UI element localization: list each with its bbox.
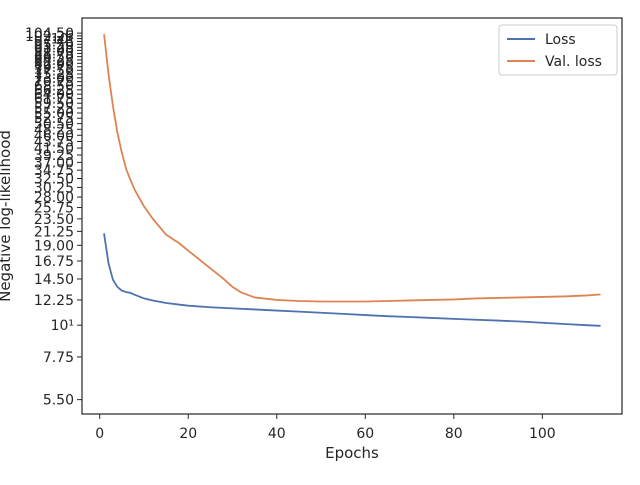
y-tick-label: 48.25 [34,122,74,138]
legend-box [498,24,618,76]
y-tick-label: 75.25 [34,67,74,83]
legend-label: Val. loss [545,54,602,70]
legend: Loss Val. loss [498,24,618,76]
series-line-val-loss [103,34,601,303]
y-tick-label: 57.25 [34,101,74,117]
y-tick-label: 41.50 [34,141,74,157]
y-tick-label: 43.75 [34,134,74,150]
y-tick-label: 88.75 [34,46,74,62]
x-tick-label: 80 [445,426,463,442]
y-tick-label: 25.75 [34,200,74,216]
y-tick-label: 39.25 [34,148,74,164]
x-tick-label: 100 [529,426,556,442]
y-tick-label: 68.50 [34,79,74,95]
y-tick-label: 59.50 [34,96,74,112]
y-tick-label: 86.50 [34,50,74,66]
y-tick-label: 97.75 [34,34,74,50]
y-tick-label: 5.50 [43,393,74,409]
y-tick-label: 66.25 [34,83,74,99]
x-tick-label: 0 [95,426,104,442]
y-tick-label: 73.00 [34,71,74,87]
y-axis-label: Negative log-likelihood [0,130,14,302]
y-tick-label: 46.00 [34,128,74,144]
y-tick-label: 14.50 [34,272,74,288]
y-tick-label: 52.75 [34,111,74,127]
y-tick-label: 7.75 [43,350,74,366]
x-tick-label: 40 [268,426,286,442]
y-tick-label: 70.75 [34,75,74,91]
y-tick-label: 16.75 [34,254,74,270]
legend-label: Loss [545,32,576,48]
y-tick-label: 64.00 [34,87,74,103]
y-tick-label: 82.00 [34,56,74,72]
x-tick-label: 60 [356,426,374,442]
y-tick-label: 95.50 [34,37,74,53]
y-tick-label: 55.00 [34,106,74,122]
y-tick-label: 28.00 [34,190,74,206]
y-tick-label: 37.00 [34,155,74,171]
y-tick-label: 91.00 [34,43,74,59]
series-line-loss [103,233,601,327]
x-axis-ticks: 0 20 40 60 80 100 [95,414,556,442]
x-tick-label: 20 [179,426,197,442]
y-tick-label: 50.50 [34,117,74,133]
x-axis-label: Epochs [325,444,379,462]
y-tick-label: 19.00 [34,238,74,254]
y-tick-label: 102.25 [25,29,74,45]
y-tick-label: 84.25 [34,53,74,69]
y-axis-ticks: 5.50 7.75 10¹ 12.25 14.50 16.7519.0021.2523.5… [25,26,82,409]
y-tick-label: 77.50 [34,63,74,79]
y-tick-label: 79.75 [34,60,74,76]
y-tick-label: 104.50 [25,26,74,42]
y-tick-label: 30.25 [34,180,74,196]
y-tick-label: 12.25 [34,293,74,309]
y-tick-label: 10² [51,32,74,48]
y-tick-label: 32.50 [34,171,74,187]
y-tick-label: 21.25 [34,224,74,240]
y-tick-label: 10¹ [51,318,74,334]
y-tick-label: 61.75 [34,92,74,108]
y-tick-label: 93.25 [34,40,74,56]
plot-area [81,17,623,415]
y-tick-label: 23.50 [34,212,74,228]
y-tick-label: 34.75 [34,163,74,179]
plot-frame [81,17,623,415]
